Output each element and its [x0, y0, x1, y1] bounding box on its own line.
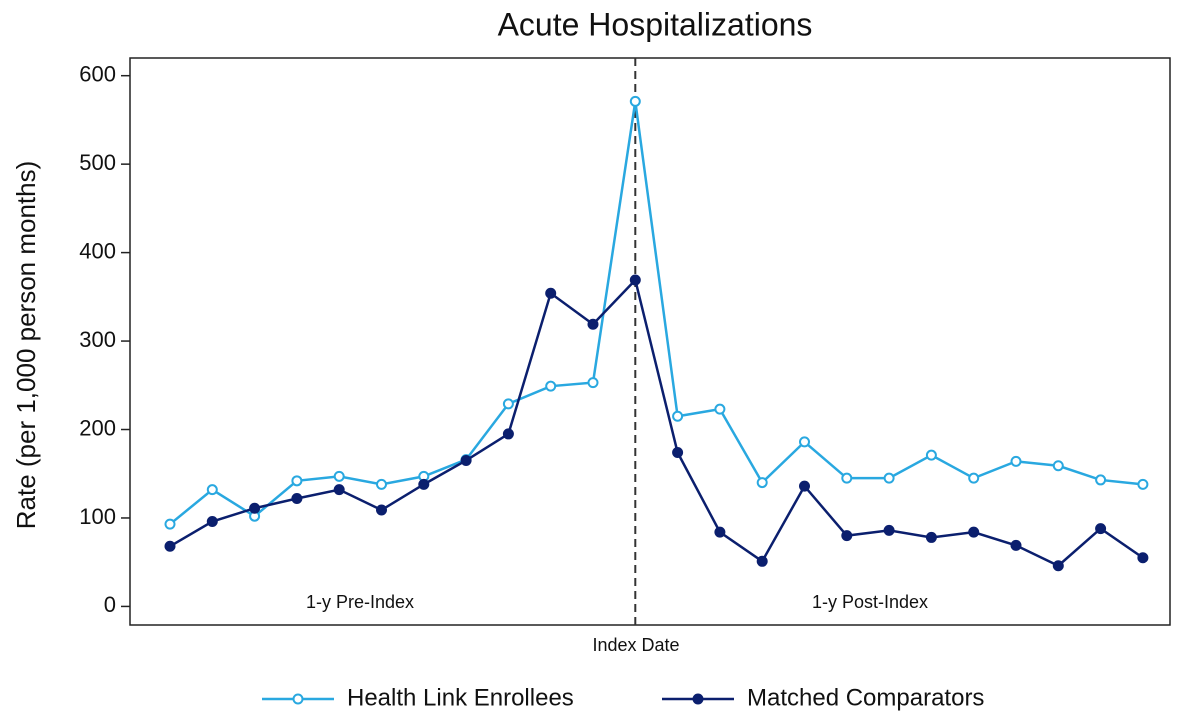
- y-tick-label: 100: [79, 504, 116, 529]
- point: [925, 531, 937, 543]
- point: [545, 287, 557, 299]
- y-tick-label: 500: [79, 150, 116, 175]
- point: [756, 477, 768, 489]
- point: [1095, 523, 1107, 535]
- x-axis-label: Index Date: [592, 635, 679, 655]
- point: [714, 403, 726, 415]
- point: [164, 540, 176, 552]
- point: [376, 504, 387, 516]
- point: [502, 398, 514, 410]
- point: [460, 454, 472, 466]
- point: [502, 428, 514, 440]
- point: [587, 318, 599, 330]
- y-tick-label: 600: [79, 62, 116, 87]
- point: [841, 530, 853, 542]
- point: [629, 95, 641, 107]
- point: [883, 524, 895, 536]
- point: [672, 410, 684, 422]
- point: [799, 480, 810, 492]
- y-tick-label: 0: [104, 592, 116, 617]
- point: [799, 436, 810, 448]
- y-tick-label: 200: [79, 415, 116, 440]
- y-tick-label: 400: [79, 238, 116, 263]
- annotation: 1-y Post-Index: [812, 592, 928, 612]
- legend-marker: [692, 693, 704, 705]
- annotation: 1-y Pre-Index: [306, 592, 414, 612]
- point: [1137, 552, 1149, 564]
- point: [883, 472, 895, 484]
- point: [1010, 455, 1022, 467]
- point: [1095, 474, 1107, 486]
- point: [925, 449, 937, 461]
- y-tick-label: 300: [79, 327, 116, 352]
- legend-label: Health Link Enrollees: [347, 684, 574, 711]
- point: [714, 526, 726, 538]
- series-line: [169, 277, 1144, 568]
- chart-title: Acute Hospitalizations: [498, 6, 813, 42]
- point: [587, 377, 599, 389]
- series-line: [169, 101, 1144, 526]
- point: [164, 518, 176, 530]
- point: [291, 493, 303, 505]
- point: [968, 526, 980, 538]
- point: [545, 380, 557, 392]
- legend-marker: [292, 693, 304, 705]
- point: [841, 472, 853, 484]
- point: [629, 274, 641, 286]
- point: [968, 472, 980, 484]
- point: [333, 484, 345, 496]
- point: [376, 478, 387, 490]
- point: [1052, 560, 1064, 572]
- point: [1052, 460, 1064, 472]
- point: [1010, 539, 1022, 551]
- point: [756, 555, 768, 567]
- point: [418, 478, 430, 490]
- legend-label: Matched Comparators: [747, 684, 984, 711]
- point: [249, 502, 261, 514]
- point: [206, 484, 218, 496]
- point: [206, 516, 218, 528]
- point: [291, 475, 303, 487]
- point: [1137, 478, 1149, 490]
- point: [333, 470, 345, 482]
- y-axis-label: Rate (per 1,000 person months): [11, 161, 41, 530]
- point: [672, 447, 684, 459]
